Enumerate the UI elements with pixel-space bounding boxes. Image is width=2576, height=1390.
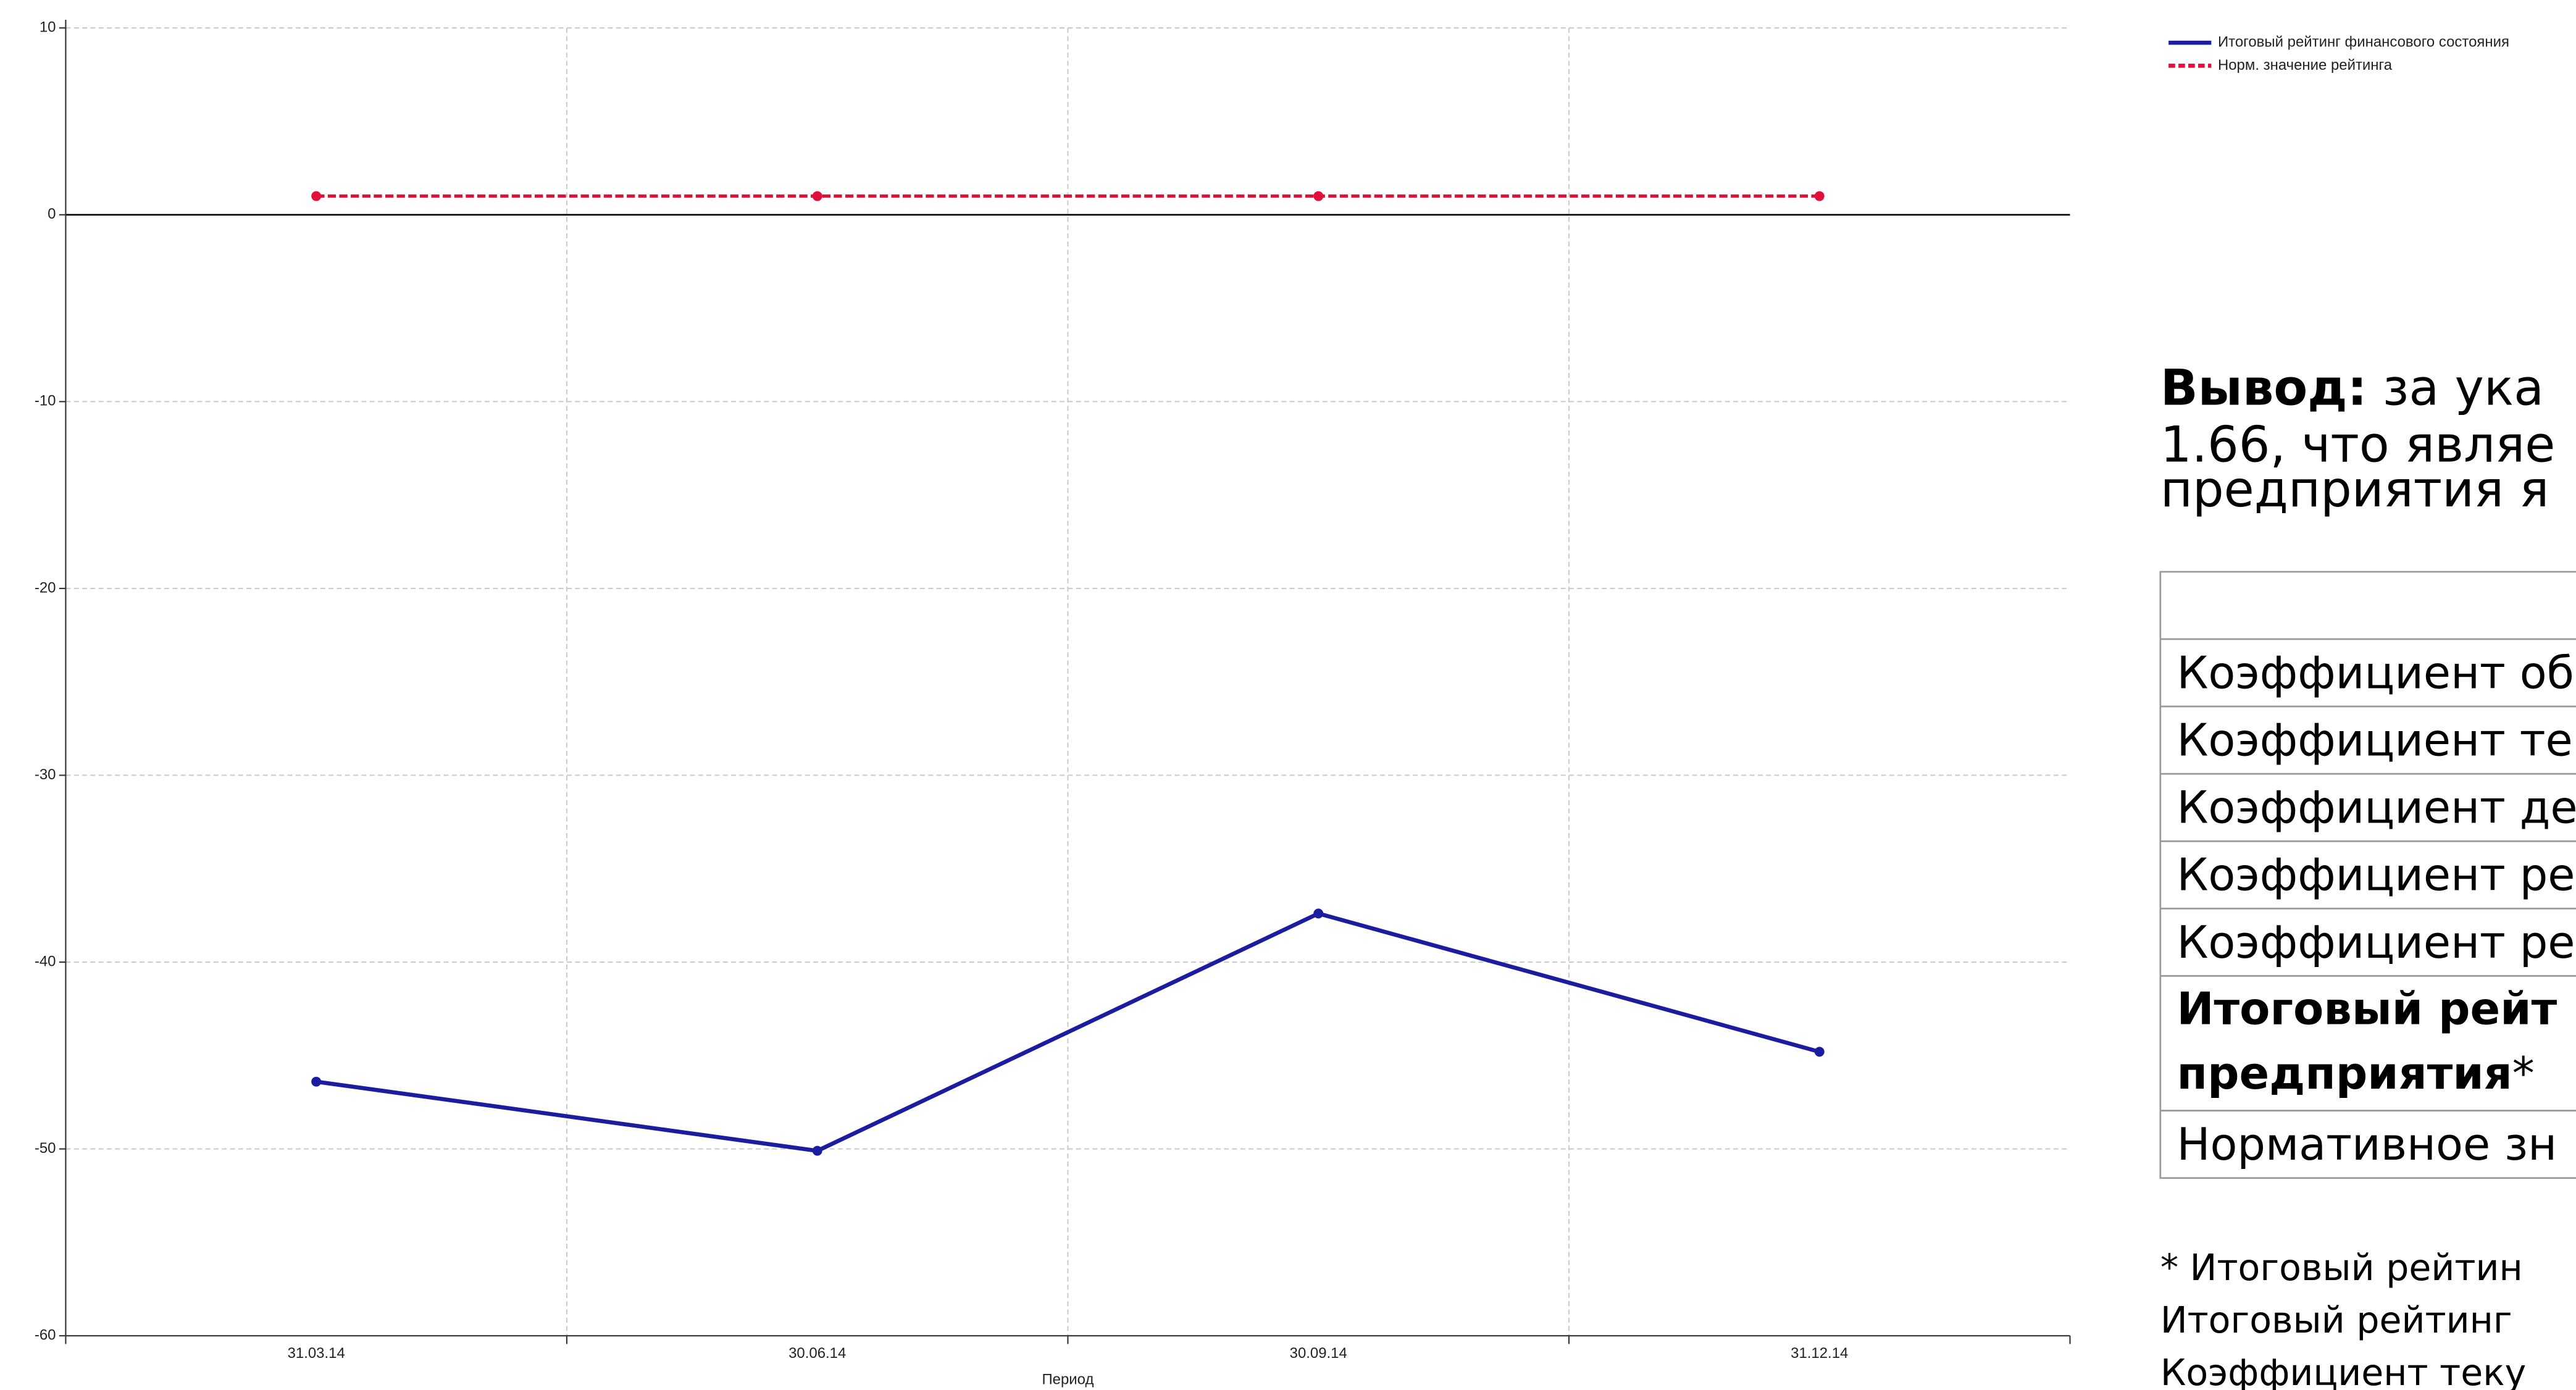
conclusion-line: предприятия я [2160,461,2549,518]
footnote: Коэффициент теку [2160,1352,2526,1390]
y-tick-label: 10 [40,19,56,36]
table-text: Нормативное зн [2177,1118,2557,1170]
point [1313,908,1324,919]
point [812,1145,822,1156]
point [1814,191,1825,201]
table-cell [2159,908,2576,977]
table-text: предприятия* [2177,1047,2534,1099]
y-tick-label: -10 [35,393,56,409]
x-tick-label: 31.03.14 [288,1345,345,1362]
legend-label: Итоговый рейтинг финансового состояния [2218,34,2509,51]
table-cell [2159,975,2576,1112]
table-cell [2159,638,2576,708]
x-axis-label: Период [1042,1371,1094,1388]
table-text: предприятия [2177,1047,2512,1099]
table-text: Коэффициент те [2177,714,2572,766]
table-text: * [2512,1047,2535,1099]
point [1814,1047,1825,1057]
table-text: Коэффициент де [2177,782,2576,834]
series-line [316,911,1820,1153]
y-tick-label: -30 [35,766,56,783]
y-tick-label: -20 [35,579,56,596]
table-cell [2159,840,2576,910]
point [812,191,822,201]
table-text: Коэффициент ре [2177,849,2575,901]
legend-label: Норм. значение рейтинга [2218,57,2393,73]
table-cell [2159,1110,2576,1179]
x-tick-label: 31.12.14 [1791,1345,1848,1362]
table-cell [2159,705,2576,775]
conclusion-line: Вывод: за ука [2160,359,2544,416]
y-tick-label: -60 [35,1327,56,1344]
table-text: Коэффициент ре [2177,916,2575,968]
table-text: Коэффициент об [2177,647,2574,698]
table-header [2159,571,2576,640]
table-cell [2159,772,2576,842]
y-tick-label: -50 [35,1140,56,1157]
x-tick-label: 30.06.14 [788,1345,846,1362]
footnote: Итоговый рейтинг [2160,1299,2512,1341]
conclusion-text: за ука [2367,359,2544,416]
point [311,1076,322,1087]
conclusion-line: 1.66, что являе [2160,416,2555,474]
y-tick-label: 0 [48,206,56,222]
footnote: * Итоговый рейтин [2160,1247,2523,1289]
x-tick-label: 30.09.14 [1290,1345,1347,1362]
table-text: Итоговый рейт [2177,983,2557,1035]
point [311,191,322,201]
y-tick-label: -40 [35,953,56,969]
point [1313,191,1324,201]
conclusion-label: Вывод: [2160,359,2367,416]
